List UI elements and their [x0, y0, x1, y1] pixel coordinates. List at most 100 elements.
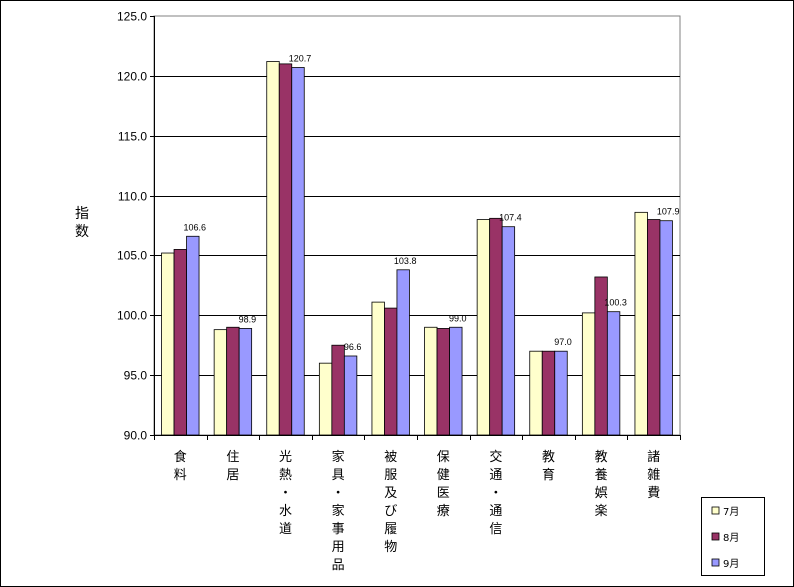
bar-7月-2 — [266, 61, 280, 436]
y-tick-label: 90.0 — [124, 429, 148, 443]
bar-9月-0 — [186, 235, 200, 436]
y-tick-label: 95.0 — [124, 369, 148, 383]
y-tick-label: 110.0 — [118, 190, 147, 204]
bar-9月-1 — [238, 328, 253, 436]
bar-8月-0 — [173, 249, 187, 436]
bar-7月-4 — [371, 301, 385, 436]
category-label-char: 交 — [489, 449, 502, 465]
legend-label-8月: 8月 — [723, 532, 739, 544]
category-label-char: 医 — [437, 486, 450, 501]
legend-swatch-9月 — [711, 558, 720, 567]
category-label-char: 品 — [332, 558, 345, 573]
y-tick-labels: 90.0 95.0 100.0 105.0 110.0 115.0 120.0 125.0 — [117, 10, 147, 443]
bar-8月-5 — [436, 328, 450, 436]
category-label-1: 住居 — [226, 450, 239, 483]
category-label-char: 信 — [489, 522, 502, 537]
category-label-char: 雑 — [647, 467, 660, 483]
bar-9月-5 — [449, 326, 463, 436]
legend-swatch-8月 — [711, 532, 720, 541]
bar-8月-6 — [489, 217, 503, 436]
category-label-char: 通 — [489, 504, 502, 519]
category-label-0: 食料 — [174, 449, 187, 483]
bar-7月-7 — [529, 350, 543, 436]
bar-7月-6 — [476, 219, 491, 436]
category-label-2: 光熱・水道 — [279, 450, 292, 537]
bar-9月-3 — [343, 355, 358, 436]
category-label-char: 養 — [595, 467, 608, 483]
category-label-char: ・ — [279, 486, 292, 501]
category-label-char: 食 — [174, 449, 187, 465]
y-tick-label: 125.0 — [117, 10, 147, 24]
category-label-char: 及 — [384, 486, 397, 501]
data-label: 97.0 — [554, 337, 572, 347]
data-label: 98.9 — [239, 314, 257, 324]
category-label-7: 教育 — [542, 449, 555, 483]
bar-7月-5 — [424, 326, 438, 436]
category-label-char: 具 — [332, 468, 345, 483]
category-label-char: 家 — [332, 503, 345, 519]
y-axis-label-char: 指 — [75, 206, 89, 222]
category-label-char: 料 — [174, 468, 187, 483]
y-tick-label: 115.0 — [118, 130, 147, 144]
category-label-char: 熱 — [279, 468, 292, 483]
bar-9月-9 — [659, 220, 673, 436]
bar-9月-6 — [501, 226, 516, 436]
bar-8月-3 — [331, 344, 345, 436]
category-label-char: ・ — [332, 486, 345, 501]
y-tick-label: 120.0 — [117, 70, 147, 84]
bar-7月-1 — [213, 329, 228, 436]
legend: 7月 8月 9月 — [701, 497, 765, 576]
data-label: 106.6 — [184, 222, 207, 232]
legend-swatch-7月 — [711, 506, 720, 515]
category-label-char: 物 — [384, 540, 397, 555]
data-label: 107.9 — [657, 207, 680, 217]
category-label-char: 事 — [332, 522, 345, 537]
category-label-char: 育 — [542, 467, 555, 483]
bar-9月-4 — [396, 269, 410, 436]
category-label-char: 用 — [332, 540, 345, 555]
category-label-char: ・ — [489, 486, 502, 501]
bar-8月-9 — [647, 219, 661, 436]
y-tick-label: 100.0 — [117, 309, 147, 323]
category-label-char: 住 — [226, 450, 239, 465]
category-label-char: 楽 — [595, 503, 608, 519]
category-label-char: 健 — [437, 468, 450, 483]
data-labels: 106.6 98.9 120.7 96.6 103.8 99.0 107.4 97.0 100.… — [184, 53, 680, 352]
bar-9月-7 — [554, 350, 568, 436]
bar-8月-4 — [384, 307, 398, 436]
category-label-char: び — [384, 504, 397, 519]
y-axis-label-char: 数 — [75, 224, 89, 240]
category-label-6: 交通・通信 — [489, 449, 502, 537]
legend-label-7月: 7月 — [723, 506, 739, 518]
axes — [150, 16, 681, 440]
category-label-char: 履 — [384, 522, 397, 537]
bar-7月-9 — [634, 211, 648, 436]
data-label: 107.4 — [499, 213, 522, 223]
bar-8月-2 — [278, 63, 293, 436]
category-label-char: 被 — [384, 450, 397, 465]
data-label: 103.8 — [394, 256, 417, 266]
category-label-char: 諸 — [647, 449, 660, 465]
legend-label-9月: 9月 — [723, 558, 739, 570]
bar-9月-2 — [291, 67, 305, 436]
category-label-char: 家 — [332, 449, 345, 465]
category-label-char: 服 — [384, 468, 397, 483]
category-label-char: 通 — [489, 468, 502, 483]
bar-7月-3 — [318, 362, 333, 436]
data-label: 99.0 — [449, 313, 467, 323]
bar-9月-8 — [606, 311, 621, 436]
category-label-char: 教 — [542, 449, 555, 465]
data-label: 120.7 — [289, 53, 312, 63]
bar-8月-1 — [226, 326, 240, 436]
category-label-9: 諸雑費 — [647, 449, 660, 501]
category-label-char: 水 — [279, 504, 292, 519]
bar-7月-8 — [581, 312, 596, 436]
data-label: 100.3 — [604, 298, 627, 308]
category-label-char: 療 — [437, 504, 450, 519]
category-label-char: 道 — [279, 522, 292, 537]
category-label-char: 保 — [437, 450, 450, 465]
